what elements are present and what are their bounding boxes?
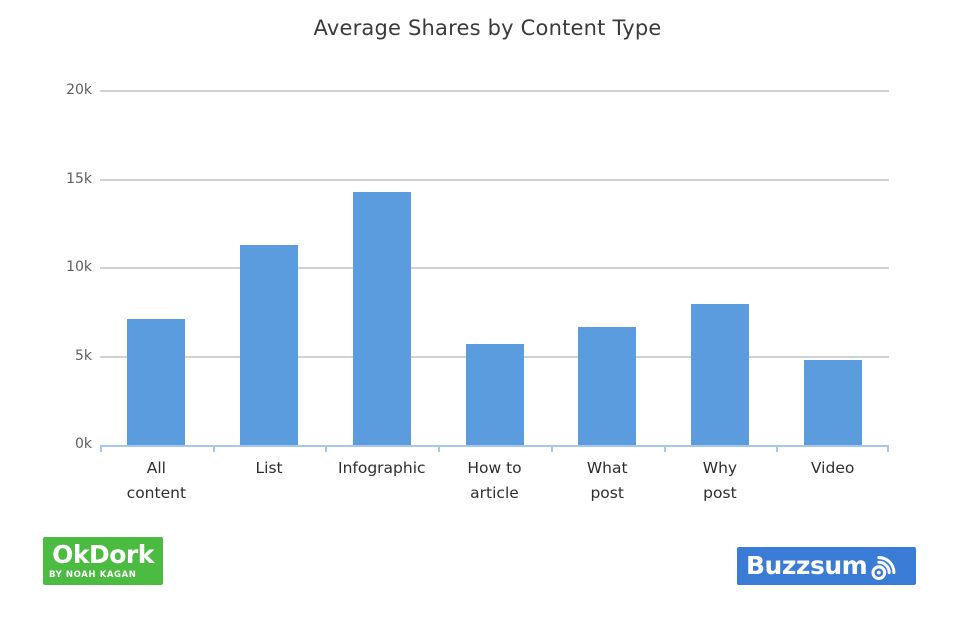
chart-title: Average Shares by Content Type (313, 16, 662, 40)
gridline-15k (100, 178, 889, 181)
bar-list (240, 245, 299, 445)
x-tick-label-line: post (590, 484, 624, 502)
bar-all-content (127, 319, 186, 445)
bar-what-post (578, 327, 637, 445)
okdork-logo-tagline: BY NOAH KAGAN (49, 570, 137, 580)
bar-video (803, 360, 862, 445)
x-axis-tick (550, 446, 553, 452)
x-tick-label-line: All (146, 459, 166, 477)
y-tick-label-15k: 15k (66, 170, 92, 187)
x-tick-label-line: Infographic (338, 459, 426, 477)
x-tick-label-line: Why (702, 459, 738, 477)
y-axis: 0k 5k 10k 15k 20k (36, 82, 92, 452)
y-tick-label-20k: 20k (66, 82, 92, 98)
okdork-logo: OkDork BY NOAH KAGAN (43, 537, 163, 585)
gridline-10k (100, 267, 889, 269)
bar-how-to-article (465, 344, 524, 445)
plot-area (100, 90, 889, 452)
y-tick-label-0k: 0k (74, 436, 92, 452)
x-axis-tick (212, 446, 215, 452)
x-axis-tick (663, 446, 666, 452)
x-tick-label-what-post: What post (551, 453, 664, 506)
x-tick-label-list: List (213, 453, 326, 481)
y-tick-label-10k: 10k (66, 259, 92, 275)
x-tick-label-infographic: Infographic (325, 453, 438, 481)
x-axis-line (100, 445, 889, 447)
x-tick-label-line: content (126, 484, 187, 502)
x-axis-tick (325, 446, 328, 452)
x-axis-tick (776, 446, 779, 452)
x-axis: All content List Infographic How to article Wh… (100, 453, 889, 513)
x-tick-label-line: How to (467, 459, 522, 477)
x-tick-label-video: Video (776, 453, 889, 481)
bar-why-post (690, 304, 749, 445)
gridline-20k (100, 90, 889, 92)
x-tick-label-line: List (255, 459, 283, 477)
x-axis-tick (887, 446, 889, 452)
y-tick-label-5k: 5k (74, 347, 92, 364)
buzzsumo-logo: Buzzsum (737, 547, 916, 585)
x-tick-label-line: Video (810, 459, 855, 477)
okdork-logo-name: OkDork (52, 540, 154, 569)
x-tick-label-all-content: All content (100, 453, 213, 506)
x-tick-label-why-post: Why post (664, 453, 777, 506)
x-tick-label-line: What (586, 459, 628, 477)
buzzsumo-logo-text: Buzzsum (746, 550, 868, 580)
x-tick-label-how-to-article: How to article (438, 453, 551, 506)
x-tick-label-line: article (470, 484, 519, 502)
broadcast-bullseye-icon (871, 556, 896, 581)
bar-infographic (352, 191, 411, 445)
x-axis-tick (100, 446, 102, 452)
x-axis-tick (438, 446, 441, 452)
x-tick-label-line: post (703, 484, 737, 502)
